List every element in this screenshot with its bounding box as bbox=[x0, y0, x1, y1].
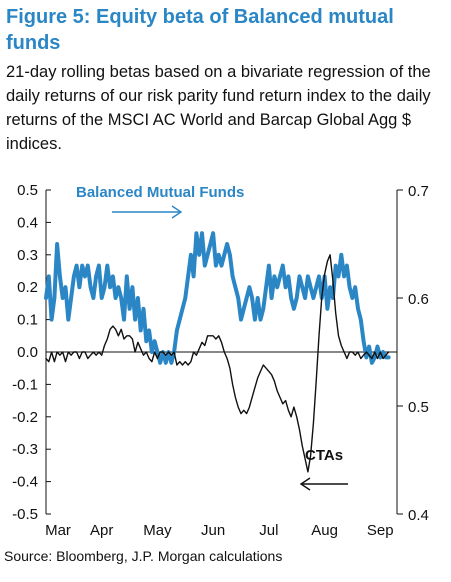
left-tick-label: -0.1 bbox=[12, 376, 38, 393]
left-tick-label: 0.5 bbox=[17, 182, 38, 199]
left-tick-label: -0.5 bbox=[12, 506, 38, 523]
x-tick-label: Apr bbox=[90, 522, 113, 539]
right-tick-label: 0.5 bbox=[408, 399, 429, 416]
x-tick-label: Mar bbox=[45, 522, 71, 539]
left-tick-label: 0.2 bbox=[17, 279, 38, 296]
x-tick-label: Jun bbox=[201, 522, 225, 539]
x-tick-label: Sep bbox=[367, 522, 394, 539]
right-tick-label: 0.6 bbox=[408, 291, 429, 308]
x-tick-label: Jul bbox=[259, 522, 278, 539]
x-tick-label: May bbox=[143, 522, 172, 539]
left-arrowhead-icon bbox=[299, 477, 311, 491]
x-tick-label: Aug bbox=[311, 522, 338, 539]
chart-subtitle: 21-day rolling betas based on a bivariat… bbox=[6, 63, 431, 153]
right-tick-label: 0.7 bbox=[408, 183, 429, 200]
balanced-funds-label: Balanced Mutual Funds bbox=[76, 184, 244, 201]
left-tick-label: -0.4 bbox=[12, 474, 38, 491]
right-tick-label: 0.4 bbox=[408, 507, 429, 524]
chart-labels: Balanced Mutual Funds CTAs bbox=[76, 184, 348, 491]
chart-title: Figure 5: Equity beta of Balanced mutual… bbox=[6, 6, 394, 54]
left-tick-label: -0.2 bbox=[12, 409, 38, 426]
chart-axes: 0.5 0.4 0.3 0.2 0.1 0.0 -0.1 -0.2 -0.3 -0.4 -0.5 0.… bbox=[12, 182, 429, 539]
right-arrowhead-icon bbox=[171, 205, 183, 219]
chart-source: Source: Bloomberg, J.P. Morgan calculati… bbox=[4, 548, 283, 564]
left-tick-label: 0.0 bbox=[17, 344, 38, 361]
series-layer bbox=[44, 231, 391, 473]
left-tick-label: 0.3 bbox=[17, 247, 38, 264]
left-tick-label: 0.1 bbox=[17, 312, 38, 329]
cta-label: CTAs bbox=[305, 447, 343, 464]
left-tick-label: 0.4 bbox=[17, 214, 38, 231]
cta-series-line bbox=[45, 254, 390, 473]
balanced-funds-series-line bbox=[44, 231, 391, 365]
left-tick-label: -0.3 bbox=[12, 441, 38, 458]
